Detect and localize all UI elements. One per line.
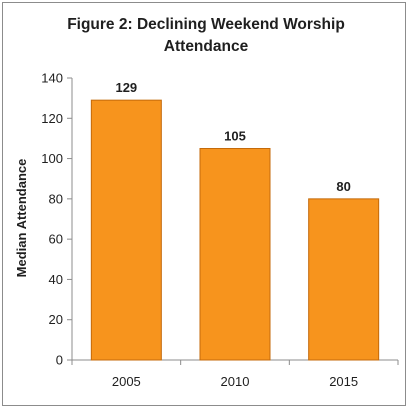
bar-2015 — [308, 198, 380, 361]
labels: 0 20 40 60 80 100 120 140 2005 129 2010 105 2015 80 — [41, 71, 358, 390]
y-tick-label: 80 — [49, 191, 63, 206]
y-tick-label: 60 — [49, 232, 63, 247]
data-label: 105 — [224, 129, 246, 144]
chart-title-line-2: Attendance — [163, 38, 249, 55]
y-tick-label: 120 — [41, 111, 63, 126]
y-tick-label: 40 — [49, 272, 63, 287]
y-axis-label: Median Attendance — [14, 159, 29, 278]
x-tick-label: 2015 — [329, 374, 358, 389]
chart-title-line-1: Figure 2: Declining Weekend Worship — [67, 16, 345, 33]
x-tick-label: 2010 — [221, 374, 250, 389]
y-tick-label: 0 — [56, 353, 63, 368]
bar-2005 — [90, 99, 162, 361]
x-tick-label: 2005 — [112, 374, 141, 389]
data-label: 80 — [336, 179, 350, 194]
bar-2010 — [199, 148, 271, 361]
bars — [90, 99, 380, 361]
y-tick-label: 20 — [49, 312, 63, 327]
data-label: 129 — [115, 80, 137, 95]
chart-title: Figure 2: Declining Weekend Worship Atte… — [0, 14, 412, 58]
y-tick-label: 100 — [41, 151, 63, 166]
y-tick-label: 140 — [41, 71, 63, 86]
